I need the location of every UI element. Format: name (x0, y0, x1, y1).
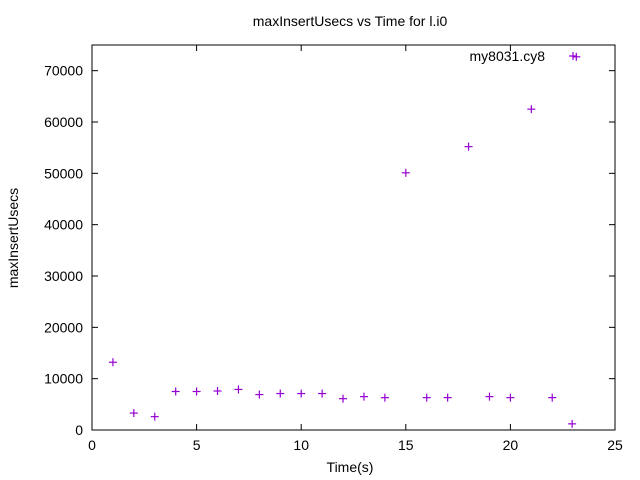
data-points (108, 52, 581, 428)
axis-tick-labels: 0 5 10 15 20 25 0 10000 20000 30000 40000 50000 6000… (44, 63, 623, 453)
x-tick-label: 10 (293, 437, 309, 453)
data-point (572, 52, 581, 61)
data-point (129, 409, 138, 418)
y-tick-label: 30000 (44, 268, 83, 284)
data-point (359, 392, 368, 401)
x-tick-label: 20 (503, 437, 519, 453)
y-tick-label: 70000 (44, 63, 83, 79)
data-point (192, 387, 201, 396)
data-point (213, 386, 222, 395)
data-point (527, 105, 536, 114)
data-point (150, 412, 159, 421)
data-point (234, 385, 243, 394)
data-point (108, 358, 117, 367)
data-point (443, 393, 452, 402)
data-point (568, 419, 577, 428)
data-point (171, 387, 180, 396)
y-tick-label: 20000 (44, 319, 83, 335)
data-point (401, 168, 410, 177)
x-tick-label: 0 (88, 437, 96, 453)
plot-frame (91, 44, 616, 431)
x-tick-label: 25 (607, 437, 623, 453)
y-axis-label: maxInsertUsecs (5, 188, 21, 288)
data-point (297, 389, 306, 398)
x-tick-label: 5 (193, 437, 201, 453)
data-point (485, 392, 494, 401)
data-point (506, 393, 515, 402)
legend: my8031.cy8 (470, 48, 577, 64)
y-tick-label: 0 (75, 422, 83, 438)
data-point (422, 393, 431, 402)
axis-ticks (91, 45, 616, 431)
data-point (339, 394, 348, 403)
y-tick-label: 10000 (44, 371, 83, 387)
data-point (464, 142, 473, 151)
y-tick-label: 60000 (44, 114, 83, 130)
data-point (255, 390, 264, 399)
data-point (276, 389, 285, 398)
chart-title: maxInsertUsecs vs Time for l.i0 (253, 13, 448, 29)
y-tick-label: 50000 (44, 165, 83, 181)
x-tick-label: 15 (398, 437, 414, 453)
data-point (380, 393, 389, 402)
x-axis-label: Time(s) (327, 459, 374, 475)
data-point (548, 393, 557, 402)
legend-label: my8031.cy8 (470, 48, 546, 64)
data-point (318, 389, 327, 398)
legend-marker (569, 52, 577, 60)
y-tick-label: 40000 (44, 217, 83, 233)
legend-marker-plus (569, 52, 577, 60)
